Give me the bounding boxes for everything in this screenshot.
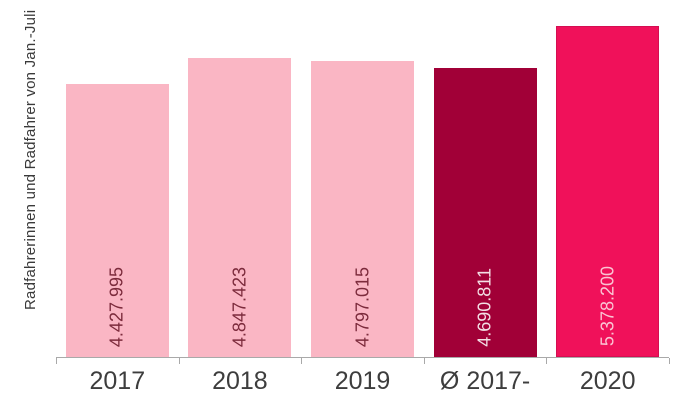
y-axis-label: Radfahrerinnen und Radfahrer von Jan.-Ju… — [22, 9, 39, 311]
x-axis-tick — [179, 358, 180, 364]
x-axis-tick — [669, 358, 670, 364]
bar--2017-2019: 4.690.811 — [433, 68, 537, 357]
bar-value-label: 4.847.423 — [229, 266, 250, 347]
bar-2018: 4.847.423 — [188, 58, 292, 357]
x-tick-label-2018: 2018 — [212, 367, 268, 395]
x-axis-tick — [424, 358, 425, 364]
x-axis-tick — [56, 358, 57, 364]
x-axis-tick — [546, 358, 547, 364]
bar-value-label: 4.690.811 — [474, 268, 495, 347]
bar-2019: 4.797.015 — [311, 61, 414, 357]
x-tick-label-2019: 2019 — [334, 367, 391, 395]
bar-value-label: 4.427.995 — [106, 266, 127, 347]
x-axis-line — [56, 357, 669, 358]
x-tick-label-2017: 2017 — [89, 367, 146, 395]
x-axis-tick — [301, 358, 302, 364]
x-tick-label-2020: 2020 — [579, 367, 636, 395]
bar-2020: 5.378.200 — [556, 26, 660, 357]
bar-value-label: 5.378.200 — [597, 265, 618, 346]
x-tick-label--2017-2019: Ø 2017- 2019 — [439, 367, 531, 400]
bar-value-label: 4.797.015 — [352, 266, 372, 347]
bar-2017: 4.427.995 — [65, 84, 169, 357]
